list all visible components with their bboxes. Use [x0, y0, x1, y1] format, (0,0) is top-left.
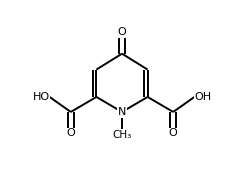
Text: N: N [118, 107, 126, 117]
Text: HO: HO [32, 92, 50, 102]
Text: O: O [169, 128, 178, 138]
Text: O: O [118, 27, 126, 38]
Text: OH: OH [194, 92, 212, 102]
Text: CH₃: CH₃ [112, 130, 132, 140]
Text: O: O [66, 128, 75, 138]
